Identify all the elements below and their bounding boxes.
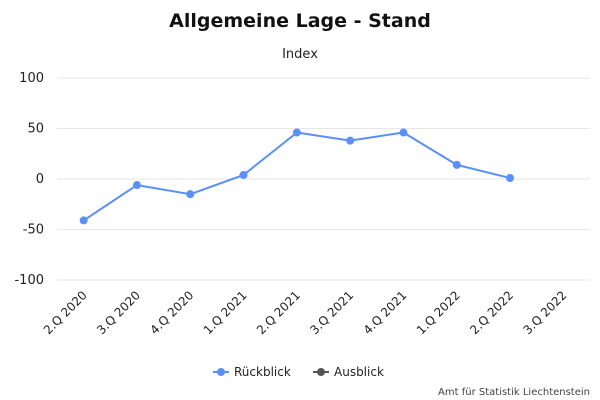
- y-tick-label: 0: [36, 172, 44, 187]
- data-point[interactable]: [506, 173, 515, 182]
- chart-title: Allgemeine Lage - Stand: [169, 10, 431, 32]
- legend-item[interactable]: Rückblick: [213, 365, 291, 379]
- x-tick-label: 2.Q 2022: [467, 288, 516, 337]
- x-axis-ticks: 2.Q 2020 3.Q 2020 4.Q 2020 1.Q 2021 2.Q 2021…: [41, 288, 570, 337]
- data-point[interactable]: [239, 170, 248, 179]
- legend-item[interactable]: Ausblick: [313, 365, 384, 379]
- y-tick-label: 50: [27, 122, 44, 137]
- legend-label: Rückblick: [234, 365, 291, 379]
- series-0: [79, 128, 515, 225]
- y-tick-label: -100: [14, 273, 44, 288]
- x-tick-label: 1.Q 2022: [414, 288, 463, 337]
- data-point[interactable]: [79, 216, 88, 225]
- x-tick-label: 2.Q 2020: [41, 288, 90, 337]
- x-tick-label: 2.Q 2021: [254, 288, 303, 337]
- x-tick-label: 3.Q 2020: [94, 288, 143, 337]
- data-point[interactable]: [452, 160, 461, 169]
- legend-marker: [217, 368, 225, 376]
- data-point[interactable]: [186, 190, 195, 199]
- series-lines: [79, 128, 515, 225]
- credit-text: Amt für Statistik Liechtenstein: [438, 387, 590, 398]
- y-axis-ticks: 100 50 0 -50 -100: [14, 71, 44, 288]
- x-tick-label: 3.Q 2021: [307, 288, 356, 337]
- series-line: [83, 131, 511, 222]
- chart-subtitle: Index: [282, 47, 318, 62]
- y-tick-label: -50: [23, 223, 44, 238]
- x-tick-label: 1.Q 2021: [201, 288, 250, 337]
- legend-label: Ausblick: [334, 365, 384, 379]
- legend: Rückblick Ausblick: [213, 365, 384, 379]
- x-tick-label: 3.Q 2022: [521, 288, 570, 337]
- data-point[interactable]: [346, 136, 355, 145]
- data-point[interactable]: [292, 128, 301, 137]
- data-point[interactable]: [132, 181, 141, 190]
- grid-lines: [57, 77, 590, 281]
- data-point[interactable]: [399, 128, 408, 137]
- x-tick-label: 4.Q 2021: [361, 288, 410, 337]
- legend-marker: [317, 368, 325, 376]
- y-tick-label: 100: [19, 71, 44, 86]
- x-tick-label: 4.Q 2020: [147, 288, 196, 337]
